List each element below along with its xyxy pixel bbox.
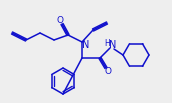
Text: N: N bbox=[109, 40, 117, 50]
Text: O: O bbox=[105, 67, 111, 77]
Text: O: O bbox=[56, 15, 63, 25]
Text: H: H bbox=[104, 39, 110, 47]
Text: N: N bbox=[82, 40, 90, 50]
